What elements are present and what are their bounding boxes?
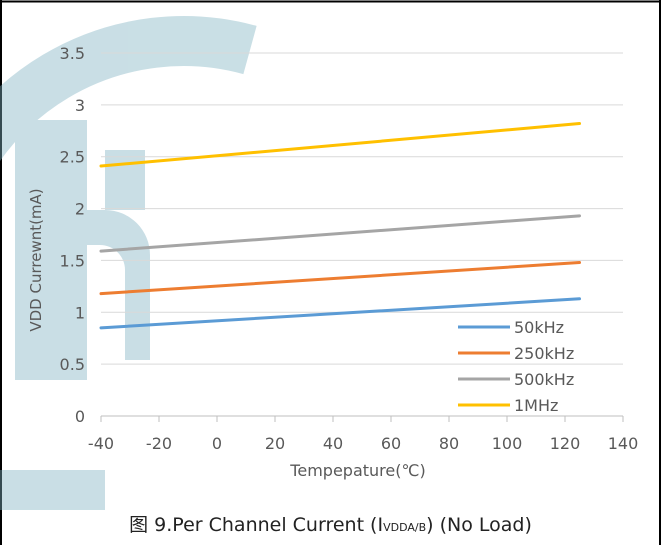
x-tick-label: 100 [492, 434, 523, 453]
x-tick-label: 60 [381, 434, 401, 453]
legend-label: 1MHz [514, 396, 558, 415]
legend-label: 500kHz [514, 370, 574, 389]
y-tick-label: 2.5 [60, 148, 85, 167]
legend-label: 50kHz [514, 318, 564, 337]
series-line-250kHz [99, 261, 581, 296]
caption-prefix: 图 9.Per Channel Current (I [129, 514, 384, 536]
legend: 50kHz 250kHz 500kHz 1MHz [458, 318, 574, 415]
x-tick-label: 40 [323, 434, 343, 453]
y-tick-label: 0.5 [60, 355, 85, 374]
x-tick-label: -20 [146, 434, 172, 453]
legend-label: 250kHz [514, 344, 574, 363]
x-tick-label: 80 [439, 434, 459, 453]
series-line-500kHz [99, 214, 581, 253]
y-tick-label: 1 [75, 303, 85, 322]
y-tick-label: 3.5 [60, 44, 85, 63]
series-line-1MHz [99, 122, 581, 168]
x-tick-label: 0 [212, 434, 222, 453]
x-axis-title: Tempepature(℃) [289, 461, 425, 480]
y-tick-label: 1.5 [60, 251, 85, 270]
series-line-50kHz [99, 297, 581, 330]
figure-caption: 图 9.Per Channel Current (IVDDA/B) (No Lo… [0, 510, 661, 537]
x-tick-label: 20 [265, 434, 285, 453]
y-tick-label: 0 [75, 407, 85, 426]
watermark-logo [0, 16, 257, 510]
caption-subscript: VDDA/B [383, 521, 427, 534]
x-tick-label: 140 [608, 434, 639, 453]
y-tick-label: 3 [75, 96, 85, 115]
x-tick-label: -40 [88, 434, 114, 453]
y-axis-title: VDD Currewnt(mA) [27, 188, 45, 331]
series-lines [99, 122, 581, 330]
y-tick-label: 2 [75, 200, 85, 219]
x-tick-label: 120 [550, 434, 581, 453]
caption-suffix: ) (No Load) [426, 514, 532, 536]
tick-labels: 0 0.5 1 1.5 2 2.5 3 3.5 -40 -20 0 20 40 60 80 100 120 140 [60, 44, 639, 453]
axes [100, 415, 624, 422]
